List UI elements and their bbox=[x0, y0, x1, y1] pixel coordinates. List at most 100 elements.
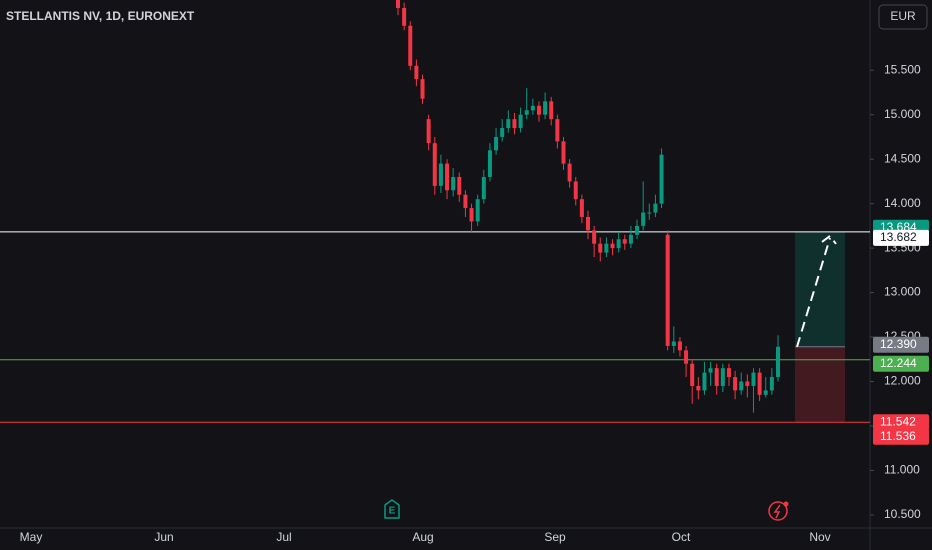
candle-body bbox=[635, 225, 640, 235]
candle-body bbox=[549, 101, 554, 120]
candle-body bbox=[763, 390, 768, 395]
candle-body bbox=[500, 128, 505, 137]
price-label-bg bbox=[873, 428, 929, 445]
candle-body bbox=[677, 341, 682, 351]
y-tick-label: 12.000 bbox=[884, 374, 921, 388]
candle-body bbox=[659, 154, 664, 204]
y-tick-label: 15.000 bbox=[884, 107, 921, 121]
earnings-icon[interactable]: E bbox=[384, 499, 400, 519]
currency[interactable]: EUR bbox=[890, 9, 916, 23]
candle-body bbox=[396, 0, 400, 9]
y-tick-label: 11.000 bbox=[884, 463, 920, 477]
candle-body bbox=[665, 234, 670, 346]
candle-body bbox=[463, 194, 468, 209]
earnings-letter[interactable]: E bbox=[389, 506, 396, 517]
y-tick-label: 10.500 bbox=[884, 507, 921, 521]
candle-body bbox=[543, 101, 548, 115]
candle-body bbox=[561, 141, 566, 164]
candle-body bbox=[530, 105, 535, 111]
candle-body bbox=[402, 8, 407, 26]
candle-body bbox=[671, 341, 676, 346]
price-label: 11.536 bbox=[880, 429, 916, 443]
candle-body bbox=[481, 176, 486, 200]
candle-body bbox=[586, 216, 590, 231]
x-tick-label: Nov bbox=[809, 530, 830, 544]
price-label: 12.390 bbox=[880, 337, 917, 351]
candle-body bbox=[487, 150, 492, 177]
candle-body bbox=[445, 163, 450, 191]
candle-body bbox=[769, 377, 774, 391]
candle-body bbox=[592, 230, 597, 244]
candle-body bbox=[512, 119, 517, 129]
projection-arrow bbox=[796, 234, 837, 348]
candle-body bbox=[457, 176, 462, 195]
candle-body bbox=[536, 105, 541, 115]
candle-body bbox=[708, 368, 713, 373]
candle-body bbox=[745, 381, 750, 386]
events-dot[interactable] bbox=[783, 501, 789, 507]
chart-title: STELLANTIS NV, 1D, EURONEXT bbox=[6, 9, 195, 23]
candle-body bbox=[653, 203, 658, 213]
y-tick-label: 15.500 bbox=[884, 62, 921, 76]
candle-body bbox=[598, 243, 603, 253]
price-label-bg bbox=[873, 229, 929, 246]
stop-zone bbox=[795, 346, 845, 423]
price-label: 11.542 bbox=[880, 414, 916, 428]
candle-body bbox=[426, 119, 431, 144]
candle-body bbox=[506, 119, 511, 129]
candle-body bbox=[757, 372, 762, 395]
x-tick-label: May bbox=[20, 530, 43, 544]
candle-body bbox=[469, 208, 474, 222]
candle-body bbox=[720, 368, 725, 386]
candle-body bbox=[726, 368, 731, 378]
candle-body bbox=[616, 239, 621, 249]
candle-body bbox=[733, 377, 738, 391]
candle-body bbox=[622, 239, 627, 244]
candle-body bbox=[573, 181, 578, 200]
candle-body bbox=[567, 163, 572, 182]
candle-body bbox=[776, 346, 780, 378]
candle-body bbox=[408, 25, 413, 66]
candle-body bbox=[684, 350, 689, 364]
y-tick-label: 13.000 bbox=[884, 285, 921, 299]
candle-body bbox=[420, 79, 425, 99]
candle-body bbox=[702, 372, 707, 391]
y-tick-label: 14.000 bbox=[884, 196, 921, 210]
candle-body bbox=[451, 176, 456, 191]
events-bolt[interactable] bbox=[773, 504, 781, 519]
candle-body bbox=[690, 363, 695, 386]
candle-body bbox=[714, 368, 719, 386]
candle-body bbox=[414, 65, 419, 80]
candle-body bbox=[647, 212, 652, 214]
price-label: 12.244 bbox=[880, 356, 917, 370]
candle-body bbox=[438, 163, 443, 186]
candle-body bbox=[475, 199, 480, 222]
y-tick-label: 14.500 bbox=[884, 151, 921, 165]
candle-body bbox=[604, 243, 609, 253]
x-tick-label: Oct bbox=[672, 530, 691, 544]
x-tick-label: Jun bbox=[154, 530, 173, 544]
price-label: 13.682 bbox=[880, 230, 917, 244]
candle-body bbox=[494, 136, 499, 151]
price-label-bg bbox=[873, 414, 929, 431]
candle-body bbox=[579, 199, 584, 217]
price-label-bg bbox=[873, 336, 929, 353]
candle-body bbox=[628, 234, 633, 244]
x-tick-label: Sep bbox=[544, 530, 566, 544]
price-label-bg bbox=[873, 355, 929, 372]
events-circle[interactable] bbox=[768, 501, 788, 521]
candle-body bbox=[641, 212, 646, 226]
candle-body bbox=[610, 243, 615, 249]
events-icon[interactable] bbox=[768, 501, 789, 521]
candle-body bbox=[432, 143, 437, 186]
x-tick-label: Aug bbox=[412, 530, 433, 544]
candle-body bbox=[696, 385, 701, 391]
candle-body bbox=[518, 114, 523, 129]
earnings-shape[interactable] bbox=[384, 499, 400, 519]
currency-button[interactable] bbox=[878, 4, 928, 30]
candle-body bbox=[751, 372, 756, 386]
x-tick-label: Jul bbox=[276, 530, 291, 544]
